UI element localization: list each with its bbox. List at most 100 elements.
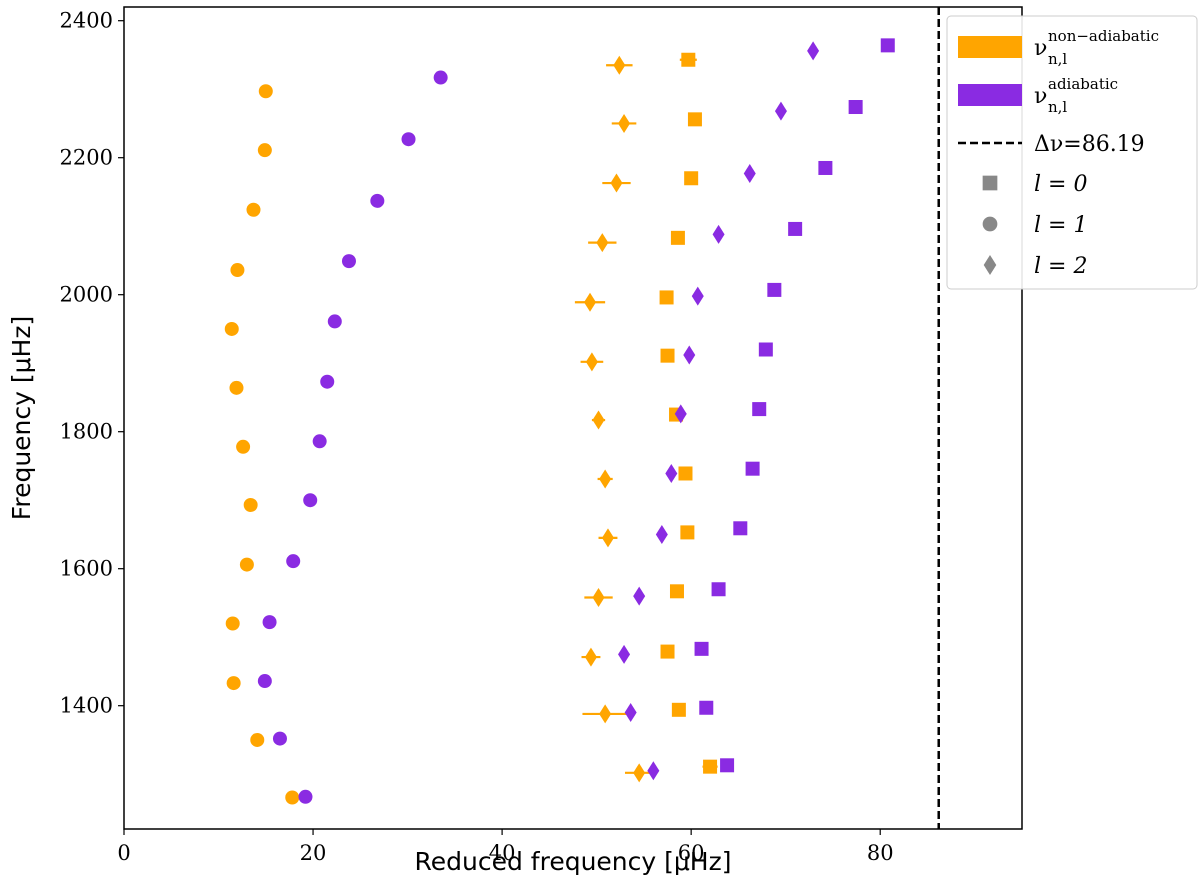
adiabatic-square-point [745,461,760,476]
series-non-adiabatic-l2 [574,55,654,783]
x-tick-label: 40 [489,841,516,865]
non-adiabatic-diamond-point [610,173,623,193]
adiabatic-circle-point [433,70,448,85]
adiabatic-circle-point [341,254,356,269]
y-tick-label: 2200 [60,146,113,170]
non-adiabatic-diamond-point [618,113,631,133]
adiabatic-circle-point [257,674,272,689]
x-tick-label: 60 [678,841,705,865]
adiabatic-diamond-point [807,41,820,61]
non-adiabatic-circle-point [229,380,244,395]
legend-label-l1: l = 1 [1034,213,1087,238]
adiabatic-diamond-point [683,345,696,365]
adiabatic-diamond-point [774,101,787,121]
non-adiabatic-square-point [703,759,718,774]
non-adiabatic-circle-point [246,202,261,217]
y-tick-label: 1600 [60,557,113,581]
adiabatic-circle-point [312,434,327,449]
non-adiabatic-circle-point [230,263,245,278]
non-adiabatic-square-point [681,52,696,67]
non-adiabatic-circle-point [225,616,240,631]
adiabatic-square-point [752,402,767,417]
legend-superscript: adiabatic [1048,75,1118,93]
adiabatic-square-point [767,282,782,297]
legend-label-non-adiabatic: ν [1034,36,1047,61]
series-non-adiabatic-l1 [224,84,300,805]
y-tick-label: 2400 [60,9,113,33]
non-adiabatic-circle-point [226,676,241,691]
y-tick-label: 1400 [60,694,113,718]
legend-marker-square [982,175,998,191]
adiabatic-square-point [818,160,833,175]
non-adiabatic-diamond-point [601,528,614,548]
non-adiabatic-square-point [669,584,684,599]
legend-subscript: n,l [1048,98,1067,116]
axes: 0 20 40 60 80 1400 1600 1800 2000 2200 2400 [60,9,894,865]
non-adiabatic-diamond-point [599,704,612,724]
legend-patch-adiabatic [958,84,1022,106]
adiabatic-diamond-point [624,703,637,723]
adiabatic-square-point [720,758,735,773]
legend-superscript: non−adiabatic [1048,27,1159,45]
adiabatic-diamond-point [655,524,668,544]
non-adiabatic-diamond-point [584,292,597,312]
adiabatic-square-point [848,100,863,115]
non-adiabatic-square-point [660,644,675,659]
non-adiabatic-diamond-point [592,587,605,607]
x-tick-label: 0 [117,841,130,865]
adiabatic-circle-point [272,731,287,746]
non-adiabatic-square-point [671,702,686,717]
non-adiabatic-diamond-point [585,352,598,372]
adiabatic-square-point [699,700,714,715]
y-tick-label: 2000 [60,283,113,307]
adiabatic-square-point [694,641,709,656]
adiabatic-square-point [711,582,726,597]
non-adiabatic-diamond-point [592,410,605,430]
y-tick-label: 1800 [60,420,113,444]
non-adiabatic-diamond-point [633,763,646,783]
non-adiabatic-diamond-point [596,233,609,253]
adiabatic-circle-point [286,554,301,569]
adiabatic-circle-point [298,789,313,804]
adiabatic-circle-point [320,374,335,389]
legend-marker-circle [982,216,998,232]
non-adiabatic-square-point [660,348,675,363]
non-adiabatic-square-point [680,525,695,540]
non-adiabatic-square-point [678,466,693,481]
series-adiabatic-l1 [257,70,448,804]
non-adiabatic-square-point [684,171,699,186]
x-tick-label: 20 [300,841,327,865]
x-tick-label: 80 [867,841,894,865]
non-adiabatic-circle-point [243,497,258,512]
non-adiabatic-diamond-point [584,647,597,667]
plot-marks [224,7,940,829]
y-axis-label: Frequency [μHz] [7,316,36,520]
non-adiabatic-diamond-point [599,469,612,489]
adiabatic-diamond-point [743,163,756,183]
adiabatic-square-point [788,221,803,236]
adiabatic-square-point [880,38,895,53]
non-adiabatic-circle-point [258,84,273,99]
adiabatic-diamond-point [691,286,704,306]
legend-subscript: n,l [1048,50,1067,68]
adiabatic-square-point [758,342,773,357]
non-adiabatic-square-point [687,112,702,127]
series-adiabatic-l0 [694,38,895,773]
adiabatic-circle-point [262,615,277,630]
adiabatic-circle-point [327,314,342,329]
non-adiabatic-circle-point [239,557,254,572]
adiabatic-diamond-point [665,463,678,483]
adiabatic-square-point [733,521,748,536]
adiabatic-diamond-point [712,224,725,244]
non-adiabatic-square-point [670,230,685,245]
adiabatic-diamond-point [633,586,646,606]
non-adiabatic-circle-point [224,321,239,336]
legend-patch-non-adiabatic [958,36,1022,58]
adiabatic-circle-point [370,193,385,208]
adiabatic-circle-point [401,132,416,147]
non-adiabatic-circle-point [250,732,265,747]
adiabatic-diamond-point [618,644,631,664]
legend-label-l0: l = 0 [1034,172,1087,197]
